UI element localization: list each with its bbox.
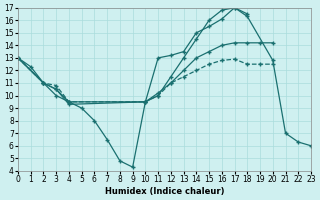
X-axis label: Humidex (Indice chaleur): Humidex (Indice chaleur): [105, 187, 224, 196]
